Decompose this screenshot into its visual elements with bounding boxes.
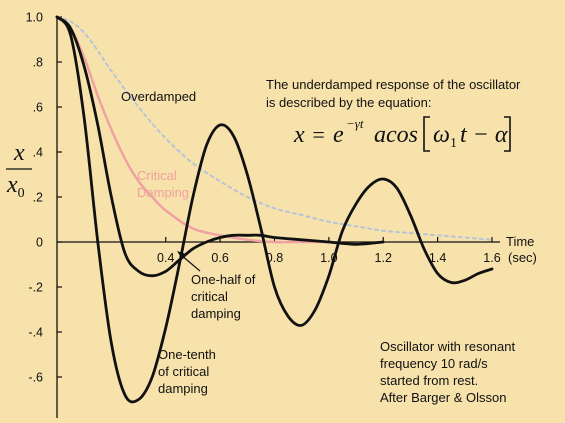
y-tick-label: -.6 <box>28 371 43 385</box>
oscillator-note-line-3: started from rest. <box>380 373 478 388</box>
oscillator-note-line-1: Oscillator with resonant <box>380 339 515 354</box>
y-tick-label: .6 <box>33 101 43 115</box>
equation-function: cos <box>386 122 418 148</box>
tenth-critical-label-line-1: One-tenth <box>158 347 216 362</box>
x-tick-label: 1.6 <box>483 251 500 265</box>
x-axis-unit: (sec) <box>508 250 537 265</box>
tenth-critical-label-line-2: of critical <box>158 364 209 379</box>
y-axis-label: x x0 <box>6 140 32 201</box>
y-tick-label: 0 <box>36 236 43 250</box>
description-line-1: The underdamped response of the oscillat… <box>266 77 521 92</box>
equation-left-bracket <box>423 116 430 152</box>
tenth-critical-label-line-3: damping <box>158 381 208 396</box>
description-line-2: is described by the equation: <box>266 95 432 110</box>
series-one-half-of-critical-damping <box>55 15 385 278</box>
y-tick-label: .4 <box>33 146 43 160</box>
equation: x = e −γt a cos ω1 t − α <box>293 116 511 152</box>
y-label-denominator-sub: 0 <box>18 186 25 201</box>
series-overdamped <box>56 16 493 241</box>
equation-right-bracket <box>504 116 511 152</box>
equation-equals: = <box>311 122 326 147</box>
equation-lhs: x <box>293 122 305 148</box>
half-critical-arrow <box>177 251 201 272</box>
oscillator-note-line-4: After Barger & Olsson <box>380 390 506 405</box>
oscillator-note-line-2: frequency 10 rad/s <box>380 356 488 371</box>
y-tick-label: .8 <box>33 56 43 70</box>
equation-omega-sub: 1 <box>450 136 457 151</box>
x-axis-label: Time <box>506 234 534 249</box>
equation-base: e <box>333 122 344 148</box>
y-tick-label: -.2 <box>28 281 43 295</box>
equation-coefficient: a <box>374 122 386 148</box>
half-critical-label-line-3: damping <box>191 306 241 321</box>
half-critical-label-line-1: One-half of <box>191 272 256 287</box>
x-tick-label: 0.4 <box>157 251 174 265</box>
svg-text:ω1t − α: ω1 t − α <box>433 122 508 151</box>
x-tick-label: 1.2 <box>375 251 392 265</box>
critical-damping-label-line-1: Critical <box>137 168 177 183</box>
x-tick-label: 0.8 <box>266 251 283 265</box>
half-critical-label-line-2: critical <box>191 289 228 304</box>
y-label-numerator: x <box>13 140 25 166</box>
series-critical-damping <box>55 15 331 244</box>
equation-argument: t − α <box>460 122 508 148</box>
x-tick-label: 0.6 <box>211 251 228 265</box>
x-tick-label: 1.4 <box>429 251 446 265</box>
overdamped-label: Overdamped <box>121 89 196 104</box>
series-layer <box>55 15 494 404</box>
y-tick-label: -.4 <box>28 326 43 340</box>
y-tick-label: .2 <box>33 191 43 205</box>
critical-damping-label-line-2: Damping <box>137 185 189 200</box>
y-tick-label: 1.0 <box>26 11 43 25</box>
equation-omega: ω <box>433 122 450 148</box>
svg-text:x0: x0 <box>6 172 25 201</box>
y-label-denominator: x <box>6 172 18 198</box>
equation-exponent: −γt <box>346 116 364 131</box>
series-one-tenth-of-critical-damping <box>55 15 494 404</box>
